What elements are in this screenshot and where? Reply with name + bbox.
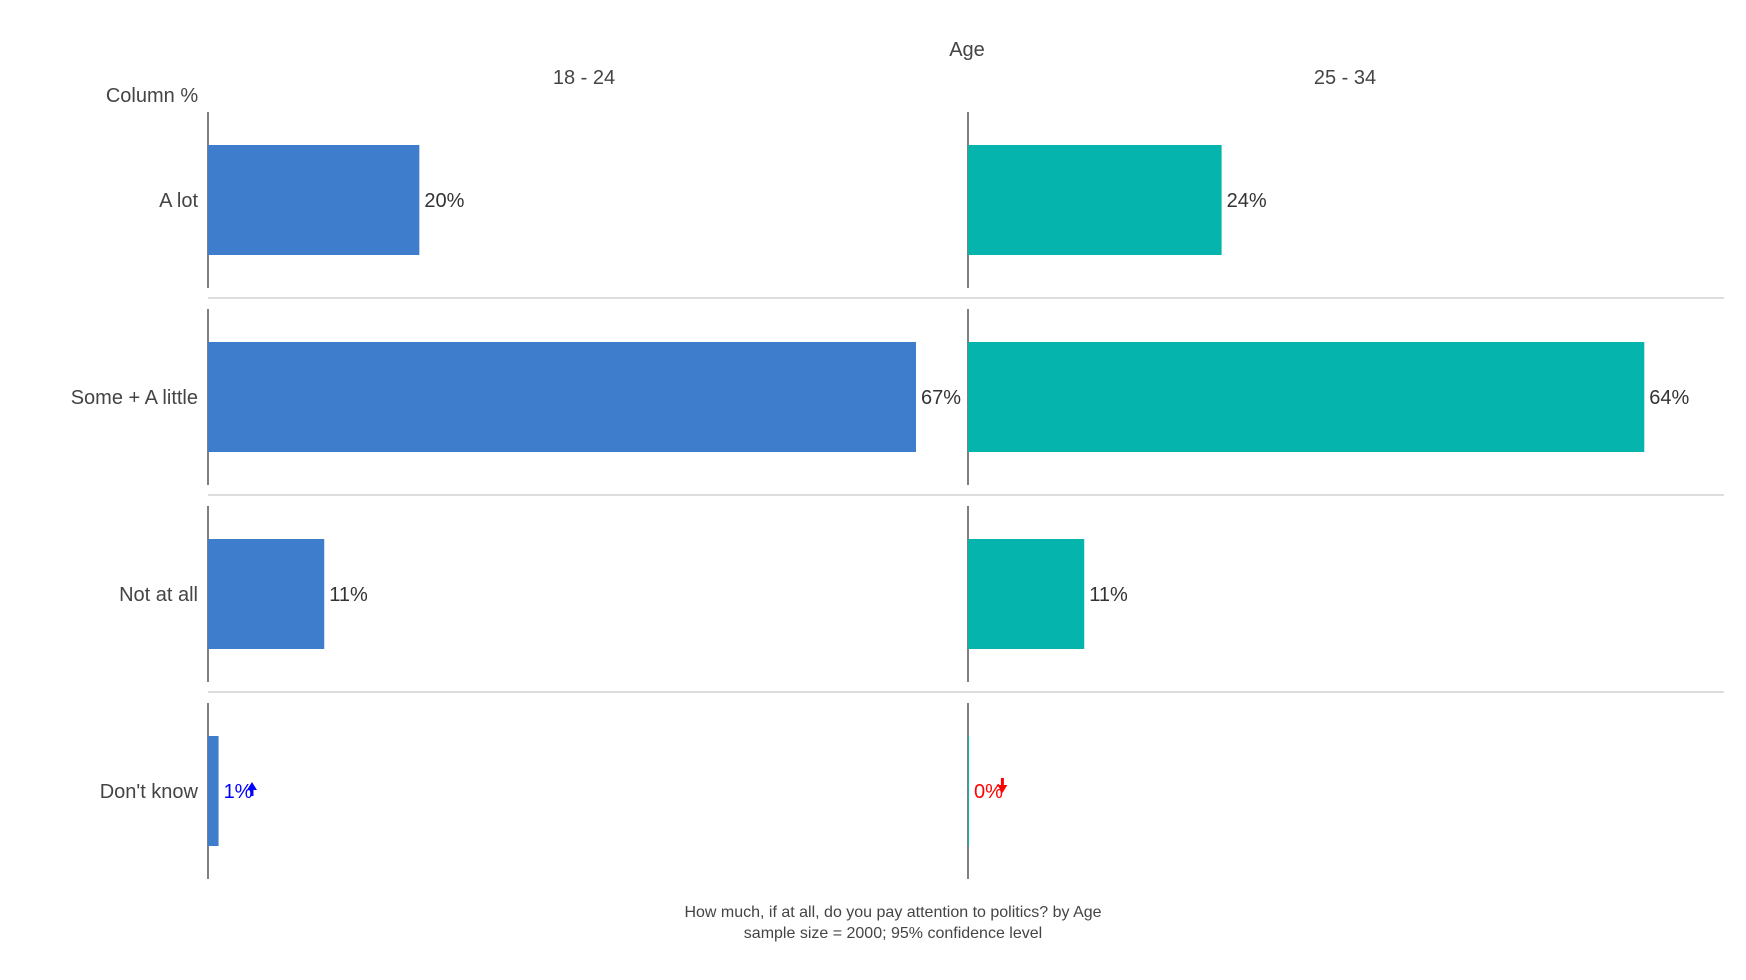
data-label-18-24-some-a-little: 67%: [921, 387, 961, 409]
data-label-18-24-a-lot: 20%: [424, 190, 464, 212]
bar-25-34-not-at-all: [968, 539, 1085, 649]
category-label-some-a-little: Some + A little: [71, 387, 198, 409]
bar-25-34-don-t-know: [968, 736, 969, 846]
footnote-line-1: How much, if at all, do you pay attentio…: [684, 904, 1101, 921]
plot-area: A lot 20% 24% Some + A little 67% 64% Not at a…: [71, 112, 1724, 879]
bar-18-24-not-at-all: [208, 539, 325, 649]
data-label-25-34-a-lot: 24%: [1227, 190, 1267, 212]
bar-18-24-don-t-know: [208, 736, 219, 846]
arrow-down-icon: [997, 778, 1008, 793]
arrow-up-icon: [246, 782, 257, 796]
bar-18-24-a-lot: [208, 145, 420, 255]
footnote-line-2: sample size = 2000; 95% confidence level: [744, 925, 1042, 942]
data-label-18-24-don-t-know: 1%: [224, 781, 253, 803]
bar-25-34-a-lot: [968, 145, 1222, 255]
corner-label: Column %: [106, 85, 198, 107]
data-label-25-34-not-at-all: 11%: [1089, 584, 1128, 606]
category-label-a-lot: A lot: [159, 190, 198, 212]
bar-18-24-some-a-little: [208, 342, 916, 452]
data-label-25-34-don-t-know: 0%: [974, 781, 1003, 803]
category-label-not-at-all: Not at all: [119, 584, 198, 606]
facet-title: Age: [949, 39, 985, 61]
panel-title-25-34: 25 - 34: [1314, 67, 1376, 89]
data-label-18-24-not-at-all: 11%: [329, 584, 368, 606]
panel-title-18-24: 18 - 24: [553, 67, 615, 89]
category-label-don-t-know: Don't know: [100, 781, 199, 803]
bar-25-34-some-a-little: [968, 342, 1645, 452]
data-label-25-34-some-a-little: 64%: [1649, 387, 1689, 409]
